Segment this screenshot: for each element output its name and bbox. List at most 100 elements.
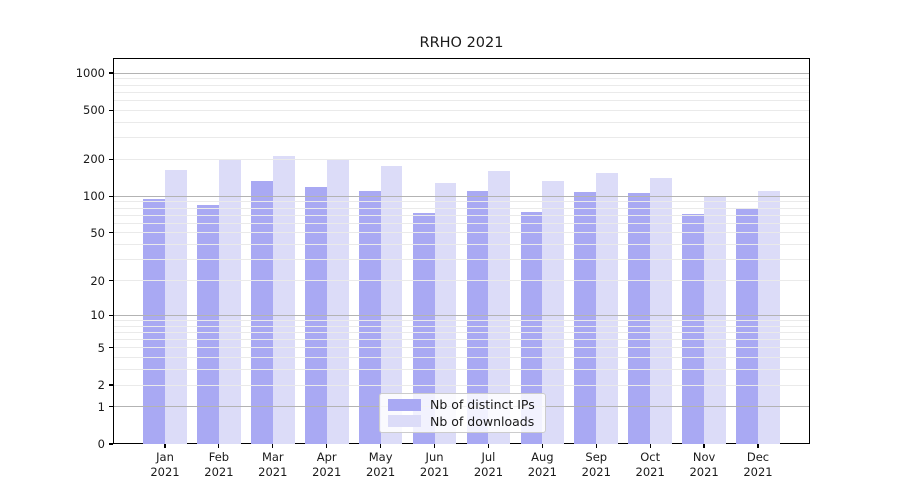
y-tick-mark <box>109 158 113 160</box>
x-tick-label: Jun 2021 <box>419 450 450 479</box>
y-gridline-minor <box>114 84 809 86</box>
y-gridline-minor <box>114 109 809 111</box>
y-tick-label: 100 <box>83 189 105 204</box>
bar-downloads-nov <box>704 195 726 444</box>
bar-distinct-ips-may <box>358 191 381 444</box>
x-tick-mark <box>380 444 382 448</box>
bar-distinct-ips-jan <box>143 198 165 444</box>
x-tick-mark <box>595 444 597 448</box>
y-tick-label: 500 <box>83 103 105 118</box>
y-tick-mark <box>109 195 113 197</box>
y-tick-mark <box>109 347 113 349</box>
bar-downloads-mar <box>272 156 295 444</box>
y-tick-label: 2 <box>97 378 105 393</box>
y-gridline-minor <box>114 99 809 101</box>
bar-downloads-jan <box>165 170 187 444</box>
y-gridline-minor <box>114 280 809 282</box>
y-gridline-minor <box>114 244 809 246</box>
x-tick-label: Dec 2021 <box>743 450 773 479</box>
x-tick-label: Oct 2021 <box>635 450 665 479</box>
x-tick-label: Apr 2021 <box>312 450 342 479</box>
y-tick-label: 1000 <box>75 66 105 81</box>
y-gridline-major <box>114 72 809 74</box>
x-tick-mark <box>649 444 651 448</box>
y-tick-label: 10 <box>90 308 105 323</box>
bar-distinct-ips-nov <box>682 213 705 444</box>
y-gridline-minor <box>114 331 809 333</box>
y-tick-label: 5 <box>97 340 105 355</box>
y-tick-label: 1 <box>97 399 105 414</box>
x-tick-label: Nov 2021 <box>689 450 719 479</box>
x-tick-label: Feb 2021 <box>204 450 234 479</box>
x-tick-mark <box>164 444 166 448</box>
y-tick-label: 50 <box>90 225 105 240</box>
bar-downloads-oct <box>650 177 672 444</box>
bar-distinct-ips-feb <box>197 204 219 444</box>
y-gridline-minor <box>114 384 809 386</box>
bar-downloads-jul <box>488 170 511 444</box>
y-gridline-minor <box>114 319 809 321</box>
bar-distinct-ips-sep <box>574 192 597 444</box>
x-tick-mark <box>757 444 759 448</box>
y-gridline-minor <box>114 78 809 80</box>
x-tick-label: Mar 2021 <box>258 450 288 479</box>
bar-distinct-ips-jul <box>466 191 489 444</box>
y-tick-mark <box>109 443 113 445</box>
x-tick-mark <box>541 444 543 448</box>
bar-downloads-aug <box>542 181 565 444</box>
y-gridline-minor <box>114 137 809 139</box>
bar-downloads-sep <box>596 172 619 444</box>
legend-swatch-downloads <box>388 415 421 428</box>
y-tick-mark <box>109 232 113 234</box>
bar-distinct-ips-oct <box>628 193 651 444</box>
bar-downloads-feb <box>218 159 241 444</box>
bar-distinct-ips-jun <box>412 212 435 444</box>
y-gridline-minor <box>114 214 809 216</box>
x-tick-label: Jan 2021 <box>150 450 180 479</box>
x-tick-mark <box>218 444 220 448</box>
x-tick-mark <box>487 444 490 448</box>
y-gridline-minor <box>114 91 809 93</box>
y-tick-mark <box>109 279 113 282</box>
y-gridline-minor <box>114 369 809 371</box>
legend-item-downloads: Nb of downloads <box>388 414 537 429</box>
y-gridline-minor <box>114 201 809 203</box>
y-tick-label: 200 <box>83 152 105 167</box>
y-gridline-minor <box>114 357 809 359</box>
legend-label-downloads: Nb of downloads <box>430 413 535 429</box>
y-tick-mark <box>109 109 113 111</box>
y-gridline-minor <box>114 158 809 160</box>
bar-distinct-ips-aug <box>520 212 543 444</box>
x-tick-label: Jul 2021 <box>473 450 504 479</box>
y-gridline-minor <box>114 259 809 261</box>
bar-downloads-jun <box>434 183 457 444</box>
x-tick-label: Sep 2021 <box>581 450 611 479</box>
y-tick-mark <box>109 72 113 74</box>
legend: Nb of distinct IPs Nb of downloads <box>379 393 546 433</box>
y-gridline-major <box>114 195 809 197</box>
legend-item-distinct-ips: Nb of distinct IPs <box>388 397 537 412</box>
x-tick-label: Aug 2021 <box>527 450 557 479</box>
bar-downloads-apr <box>326 158 349 444</box>
y-tick-label: 0 <box>97 437 105 451</box>
y-gridline-major <box>114 314 809 316</box>
bar-downloads-dec <box>757 191 780 444</box>
y-gridline-minor <box>114 339 809 341</box>
legend-swatch-distinct-ips <box>388 398 421 411</box>
plot-area <box>113 58 810 444</box>
y-tick-mark <box>109 314 113 316</box>
x-tick-mark <box>433 444 436 448</box>
y-tick-mark <box>109 406 113 408</box>
x-tick-mark <box>326 444 328 448</box>
legend-label-distinct-ips: Nb of distinct IPs <box>430 397 535 413</box>
x-tick-mark <box>703 444 705 448</box>
y-gridline-minor <box>114 222 809 224</box>
y-tick-label: 20 <box>90 273 105 288</box>
x-tick-label: May 2021 <box>365 450 396 479</box>
chart-title: RRHO 2021 <box>419 35 504 51</box>
x-tick-mark <box>272 444 274 448</box>
y-gridline-minor <box>114 207 809 209</box>
y-tick-mark <box>109 384 113 386</box>
y-gridline-minor <box>114 232 809 234</box>
